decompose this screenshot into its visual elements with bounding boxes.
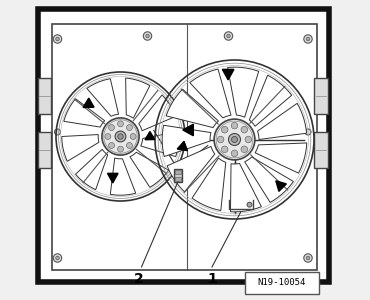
Polygon shape <box>177 141 188 151</box>
Circle shape <box>306 37 310 41</box>
Circle shape <box>224 32 233 40</box>
Bar <box>38 132 51 168</box>
Circle shape <box>146 34 149 38</box>
Circle shape <box>118 121 124 127</box>
Circle shape <box>115 131 126 142</box>
Bar <box>174 169 182 182</box>
Polygon shape <box>167 146 215 192</box>
Polygon shape <box>145 131 155 140</box>
Polygon shape <box>162 125 211 157</box>
Circle shape <box>53 254 62 262</box>
Circle shape <box>102 118 139 155</box>
Circle shape <box>104 120 137 153</box>
Bar <box>38 78 51 114</box>
Polygon shape <box>255 143 307 173</box>
Polygon shape <box>190 69 231 118</box>
Polygon shape <box>276 181 286 191</box>
Bar <box>175 170 181 174</box>
Circle shape <box>214 119 255 160</box>
Polygon shape <box>87 79 118 116</box>
Polygon shape <box>228 67 259 117</box>
Circle shape <box>229 134 240 146</box>
Circle shape <box>221 126 228 133</box>
Circle shape <box>232 136 238 142</box>
Circle shape <box>304 35 312 43</box>
Circle shape <box>127 142 132 148</box>
Circle shape <box>105 134 111 140</box>
Bar <box>51 24 317 270</box>
Circle shape <box>56 256 59 260</box>
Polygon shape <box>107 173 118 183</box>
Polygon shape <box>245 157 293 202</box>
Polygon shape <box>192 158 226 211</box>
Circle shape <box>130 134 136 140</box>
Polygon shape <box>83 98 94 107</box>
Circle shape <box>143 32 152 40</box>
Polygon shape <box>130 152 169 187</box>
Circle shape <box>127 124 132 130</box>
Circle shape <box>227 34 230 38</box>
Circle shape <box>241 126 248 133</box>
Circle shape <box>108 124 115 130</box>
Bar <box>314 132 327 168</box>
Bar <box>245 272 319 294</box>
Polygon shape <box>249 75 292 126</box>
Polygon shape <box>75 149 108 190</box>
Polygon shape <box>231 164 261 212</box>
Text: 1: 1 <box>207 272 217 286</box>
Bar <box>314 78 327 114</box>
Circle shape <box>54 129 61 135</box>
Circle shape <box>247 202 252 207</box>
Circle shape <box>118 134 123 139</box>
Circle shape <box>231 122 238 129</box>
Circle shape <box>53 35 62 43</box>
Circle shape <box>221 146 228 153</box>
Polygon shape <box>64 99 105 127</box>
Polygon shape <box>139 95 176 131</box>
Circle shape <box>56 37 59 41</box>
Polygon shape <box>141 131 179 157</box>
Polygon shape <box>183 124 194 136</box>
Circle shape <box>245 136 252 143</box>
Circle shape <box>108 142 115 148</box>
Text: 2: 2 <box>134 272 144 286</box>
Polygon shape <box>62 135 99 161</box>
Circle shape <box>216 121 253 158</box>
Bar <box>175 177 181 181</box>
Circle shape <box>305 129 311 135</box>
Circle shape <box>231 150 238 157</box>
Polygon shape <box>126 78 150 118</box>
Polygon shape <box>258 103 307 140</box>
Polygon shape <box>222 69 234 80</box>
Polygon shape <box>166 89 218 128</box>
Circle shape <box>304 254 312 262</box>
Circle shape <box>241 146 248 153</box>
Circle shape <box>118 146 124 152</box>
Text: N19-10054: N19-10054 <box>258 278 306 287</box>
Polygon shape <box>110 158 136 195</box>
Circle shape <box>217 136 224 143</box>
Circle shape <box>306 256 310 260</box>
